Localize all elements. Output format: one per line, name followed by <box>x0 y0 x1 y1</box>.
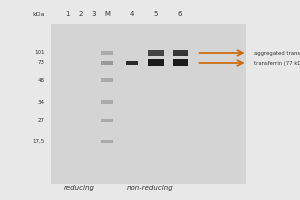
Text: transferrin (77 kDa): transferrin (77 kDa) <box>254 60 300 66</box>
Text: 5: 5 <box>154 11 158 17</box>
Bar <box>126 61 138 65</box>
Text: 6: 6 <box>178 11 182 17</box>
Bar <box>101 78 113 82</box>
Text: 101: 101 <box>34 50 45 55</box>
Text: 73: 73 <box>38 60 45 66</box>
Bar <box>148 50 164 56</box>
Text: 17,5: 17,5 <box>33 138 45 144</box>
Text: 3: 3 <box>91 11 96 17</box>
Bar <box>51 24 246 184</box>
Text: M: M <box>104 11 110 17</box>
Text: 34: 34 <box>38 99 45 104</box>
Bar <box>101 118 113 121</box>
Text: 48: 48 <box>38 77 45 82</box>
Text: reducing: reducing <box>64 185 95 191</box>
Bar <box>101 61 113 65</box>
Bar <box>101 51 113 55</box>
Bar <box>172 50 188 56</box>
Bar <box>101 100 113 104</box>
Bar <box>172 59 188 66</box>
Text: 27: 27 <box>38 117 45 122</box>
Text: 2: 2 <box>78 11 82 17</box>
Text: aggregated transferrin dimer: aggregated transferrin dimer <box>254 50 300 55</box>
Text: non-reducing: non-reducing <box>127 185 173 191</box>
Text: 4: 4 <box>130 11 134 17</box>
Bar <box>148 59 164 66</box>
Text: kDa: kDa <box>32 12 45 17</box>
Text: 1: 1 <box>65 11 70 17</box>
Bar <box>101 140 113 142</box>
